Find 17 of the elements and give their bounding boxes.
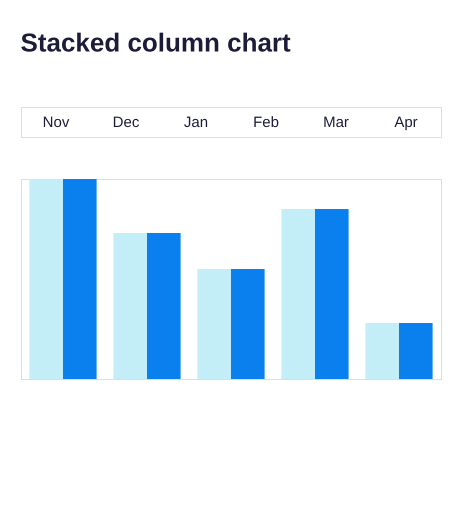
text: Dec bbox=[112, 114, 140, 131]
text: Feb bbox=[253, 114, 279, 131]
bar bbox=[315, 209, 349, 379]
bar bbox=[197, 269, 231, 379]
bar bbox=[147, 233, 181, 379]
bar bbox=[29, 179, 63, 379]
text: Jan bbox=[184, 114, 208, 131]
bar bbox=[63, 179, 97, 379]
bar bbox=[365, 323, 399, 379]
bar bbox=[231, 269, 265, 379]
bar bbox=[113, 233, 147, 379]
bar bbox=[399, 323, 433, 379]
text: Mar bbox=[323, 114, 349, 131]
text: Apr bbox=[394, 114, 418, 131]
text: Nov bbox=[42, 114, 70, 131]
chart-title: Stacked column chart bbox=[20, 28, 292, 58]
bar bbox=[281, 209, 315, 379]
